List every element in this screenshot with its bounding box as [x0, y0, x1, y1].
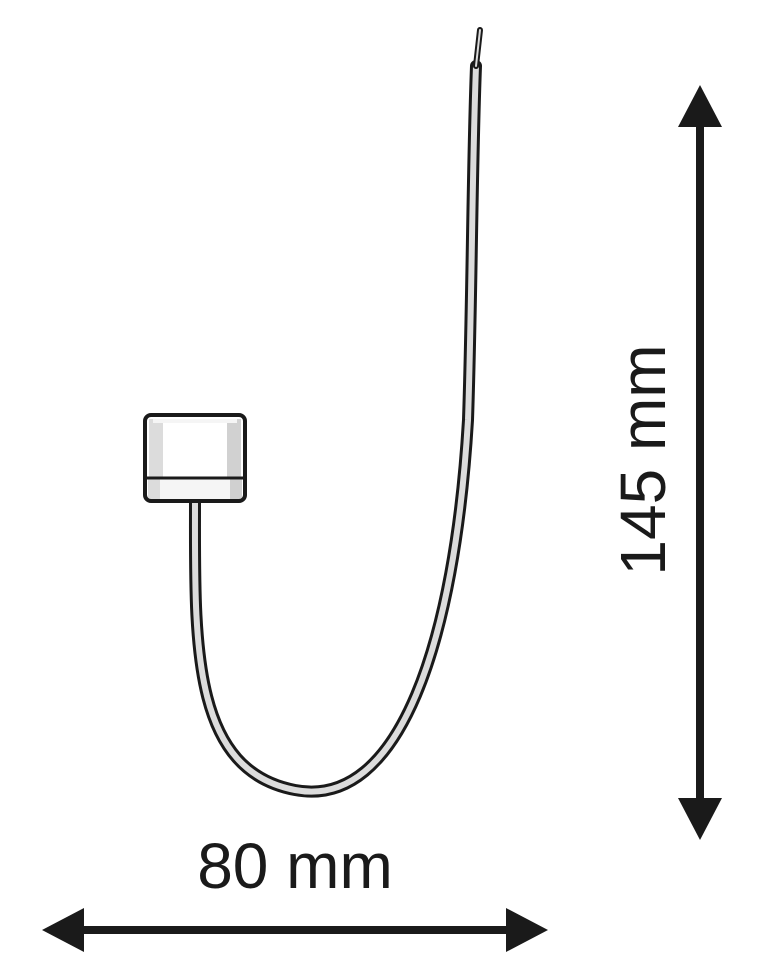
width-dimension: [42, 908, 548, 952]
connector-block: [145, 415, 245, 501]
dimension-diagram: 80 mm 145 mm: [0, 0, 759, 968]
height-label: 145 mm: [607, 344, 679, 575]
height-dimension: [678, 85, 722, 840]
wire: [195, 30, 480, 792]
width-label: 80 mm: [197, 830, 393, 902]
